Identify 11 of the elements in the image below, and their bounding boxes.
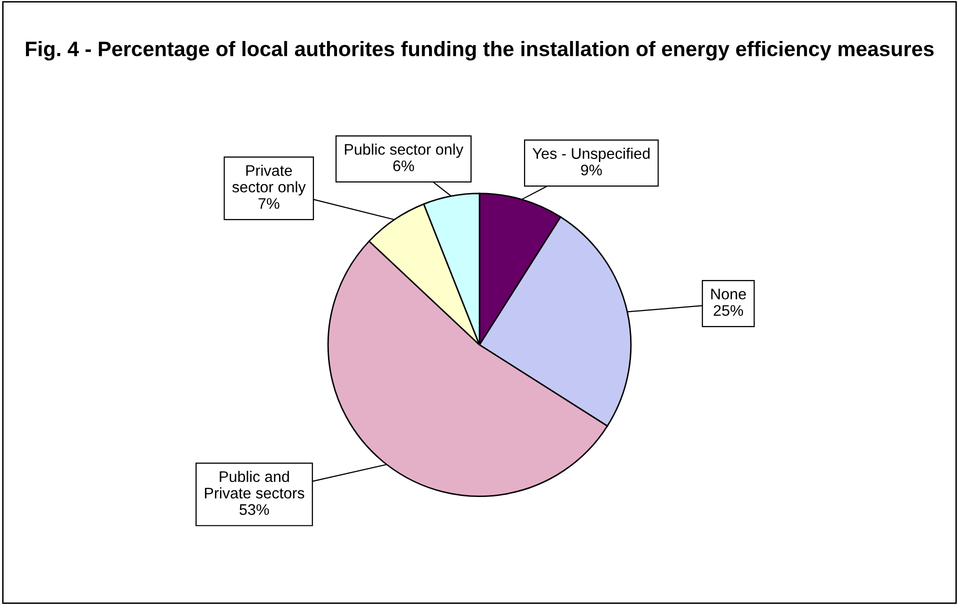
slice-label: Public sector only [344, 144, 464, 158]
slice-label: Public and Private sectors [204, 470, 304, 499]
slice-label: None [711, 288, 746, 300]
slice-label: Private sector only [232, 164, 306, 196]
slice-label: Yes - Unspecified [532, 148, 650, 162]
data-label: 25% [714, 305, 744, 316]
data-label: 53% [240, 504, 269, 515]
data-label: 6% [393, 160, 414, 172]
chart-title: Fig. 4 - Percentage of local authorites funding the installation of energy efficiency measures [26, 40, 934, 60]
data-label: 9% [581, 164, 602, 176]
data-label: 7% [258, 198, 280, 209]
